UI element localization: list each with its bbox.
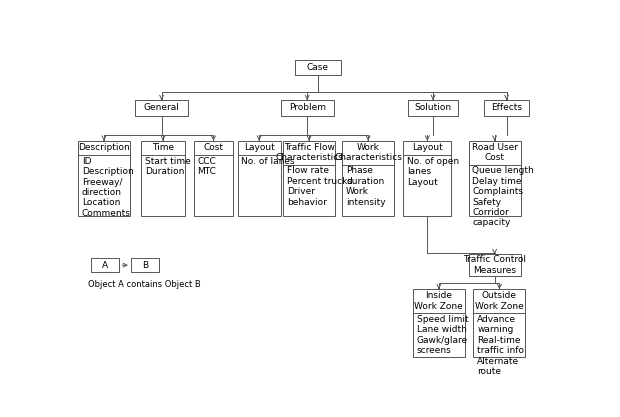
Bar	[408, 100, 458, 116]
Bar	[135, 100, 188, 116]
Bar	[469, 254, 521, 276]
Bar	[295, 60, 340, 75]
Text: Case: Case	[307, 63, 329, 72]
Text: Inside
Work Zone: Inside Work Zone	[414, 291, 463, 311]
Bar	[281, 100, 334, 116]
Text: Object A contains Object B: Object A contains Object B	[88, 280, 201, 289]
Bar	[403, 141, 451, 216]
Bar	[131, 259, 159, 272]
Bar	[342, 141, 394, 216]
Text: Speed limit
Lane width
Gawk/glare
screens: Speed limit Lane width Gawk/glare screen…	[417, 315, 468, 355]
Bar	[283, 141, 335, 216]
Text: Traffic Control
Measures: Traffic Control Measures	[463, 256, 526, 275]
Text: B: B	[142, 261, 148, 270]
Text: Start time
Duration: Start time Duration	[145, 157, 191, 176]
Text: Outside
Work Zone: Outside Work Zone	[475, 291, 524, 311]
Text: Flow rate
Percent trucks
Driver
behavior: Flow rate Percent trucks Driver behavior	[287, 166, 352, 207]
Text: Phase
duration
Work
intensity: Phase duration Work intensity	[346, 166, 386, 207]
Text: Time: Time	[152, 143, 174, 152]
Text: Problem: Problem	[289, 103, 326, 112]
Bar	[141, 141, 185, 216]
Text: Description: Description	[78, 143, 130, 152]
Text: Traffic Flow
Characteristics: Traffic Flow Characteristics	[275, 143, 343, 162]
Text: ID
Description
Freeway/
direction
Location
Comments: ID Description Freeway/ direction Locati…	[82, 157, 133, 218]
Bar	[237, 141, 281, 216]
Text: CCC
MTC: CCC MTC	[198, 157, 216, 176]
Text: No. of open
lanes
Layout: No. of open lanes Layout	[407, 157, 459, 186]
Text: Advance
warning
Real-time
traffic info
Alternate
route: Advance warning Real-time traffic info A…	[477, 315, 525, 376]
Text: Queue length
Delay time
Complaints
Safety
Corridor
capacity: Queue length Delay time Complaints Safet…	[472, 166, 534, 227]
Text: Cost: Cost	[203, 143, 223, 152]
Bar	[413, 289, 465, 357]
Text: Work
Characteristics: Work Characteristics	[334, 143, 402, 162]
Bar	[78, 141, 130, 216]
Text: Effects: Effects	[491, 103, 522, 112]
Bar	[474, 289, 525, 357]
Bar	[91, 259, 119, 272]
Text: A: A	[102, 261, 108, 270]
Text: Solution: Solution	[415, 103, 451, 112]
Text: Road User
Cost: Road User Cost	[472, 143, 518, 162]
Text: Layout: Layout	[412, 143, 443, 152]
Bar	[194, 141, 233, 216]
Text: General: General	[144, 103, 180, 112]
Bar	[484, 100, 529, 116]
Text: Layout: Layout	[244, 143, 275, 152]
Bar	[469, 141, 521, 216]
Text: No. of lanes: No. of lanes	[241, 157, 295, 166]
